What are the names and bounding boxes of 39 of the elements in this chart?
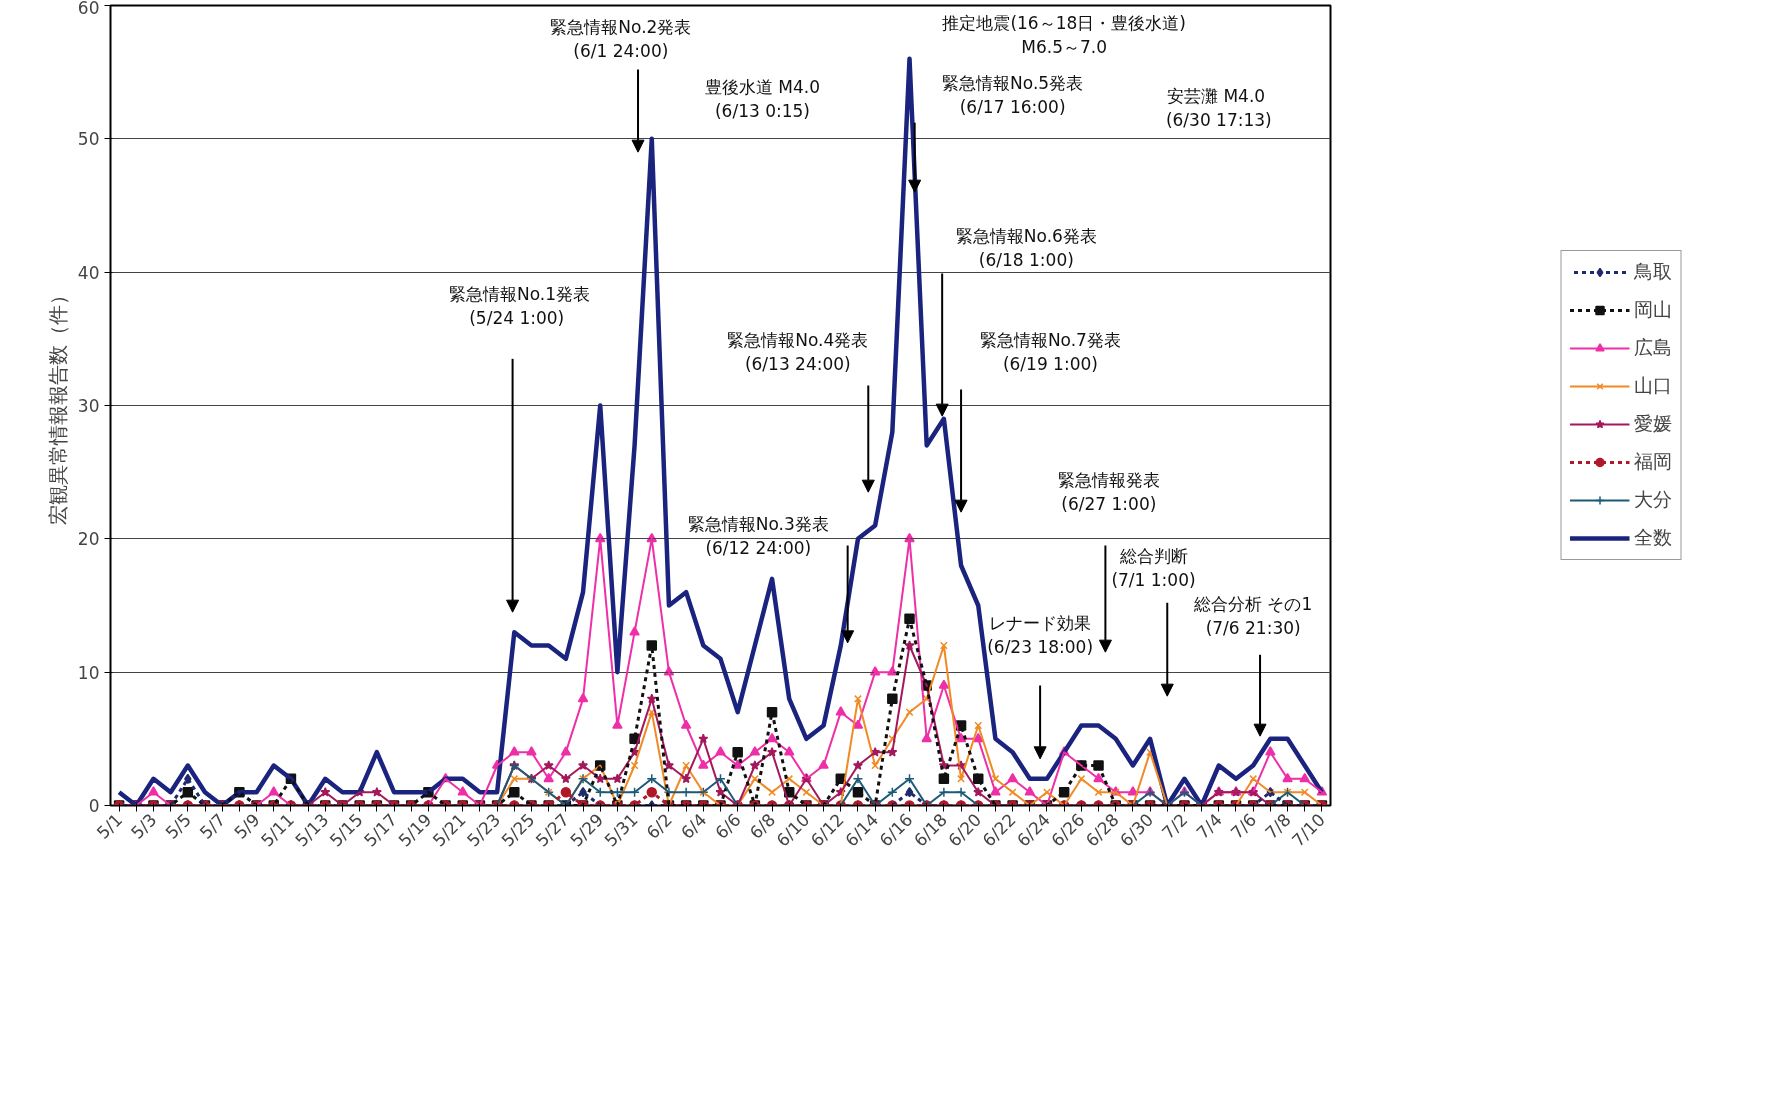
annotation: 安芸灘 M4.0 (6/30 17:13)	[1165, 86, 1272, 131]
x-tick-label: 5/3	[127, 809, 161, 843]
annotation: 総合分析 その1 (7/6 21:30)	[1193, 594, 1313, 639]
x-tick-label: 7/6	[1226, 809, 1261, 843]
annotation: 緊急情報No.6発表 (6/18 1:00)	[955, 226, 1097, 271]
x-tick-label: 7/2	[1158, 809, 1192, 843]
y-tick-label: 30	[77, 396, 100, 416]
annotation: 豊後水道 M4.0 (6/13 0:15)	[704, 76, 821, 121]
y-tick-label: 40	[77, 262, 100, 283]
x-tick-label: 5/5	[161, 809, 195, 843]
legend-label: 鳥取	[1634, 259, 1672, 284]
legend-label: 福岡	[1634, 449, 1672, 474]
annotation: 緊急情報No.2発表 (6/1 24:00)	[550, 16, 692, 61]
legend-label: 広島	[1634, 335, 1672, 360]
annotation: 推定地震(16～18日・豊後水道) M6.5～7.0	[942, 12, 1186, 57]
x-tick-label: 6/4	[676, 809, 711, 843]
annotation: 緊急情報No.1発表 (5/24 1:00)	[448, 283, 590, 328]
annotation: 緊急情報No.7発表 (6/19 1:00)	[979, 330, 1121, 375]
legend-label: 全数	[1634, 525, 1672, 550]
y-axis-title: 宏観異常情報報告数（件）	[45, 285, 70, 526]
annotation: 緊急情報No.4発表 (6/13 24:00)	[727, 330, 869, 375]
x-tick-label: 5/7	[195, 809, 230, 843]
y-tick-label: 60	[77, 0, 100, 18]
y-tick-label: 50	[77, 129, 100, 150]
x-tick-label: 7/4	[1192, 809, 1226, 843]
legend-label: 愛媛	[1634, 411, 1672, 436]
legend-label: 山口	[1634, 373, 1672, 398]
y-tick-label: 10	[77, 662, 100, 683]
x-tick-label: 6/6	[711, 809, 745, 843]
x-tick-label: 6/2	[642, 809, 677, 843]
annotation: 緊急情報No.3発表 (6/12 24:00)	[687, 514, 829, 559]
y-tick-label: 20	[77, 529, 100, 550]
annotation: 緊急情報No.5発表 (6/17 16:00)	[942, 72, 1084, 117]
annotation: 緊急情報発表 (6/27 1:00)	[1057, 470, 1160, 515]
y-tick-label: 0	[88, 796, 100, 816]
legend-label: 岡山	[1634, 297, 1672, 322]
legend-label: 大分	[1634, 487, 1672, 512]
annotation: レナード効果 (6/23 18:00)	[987, 612, 1094, 657]
annotation: 総合判断 (7/1 1:00)	[1111, 546, 1196, 591]
